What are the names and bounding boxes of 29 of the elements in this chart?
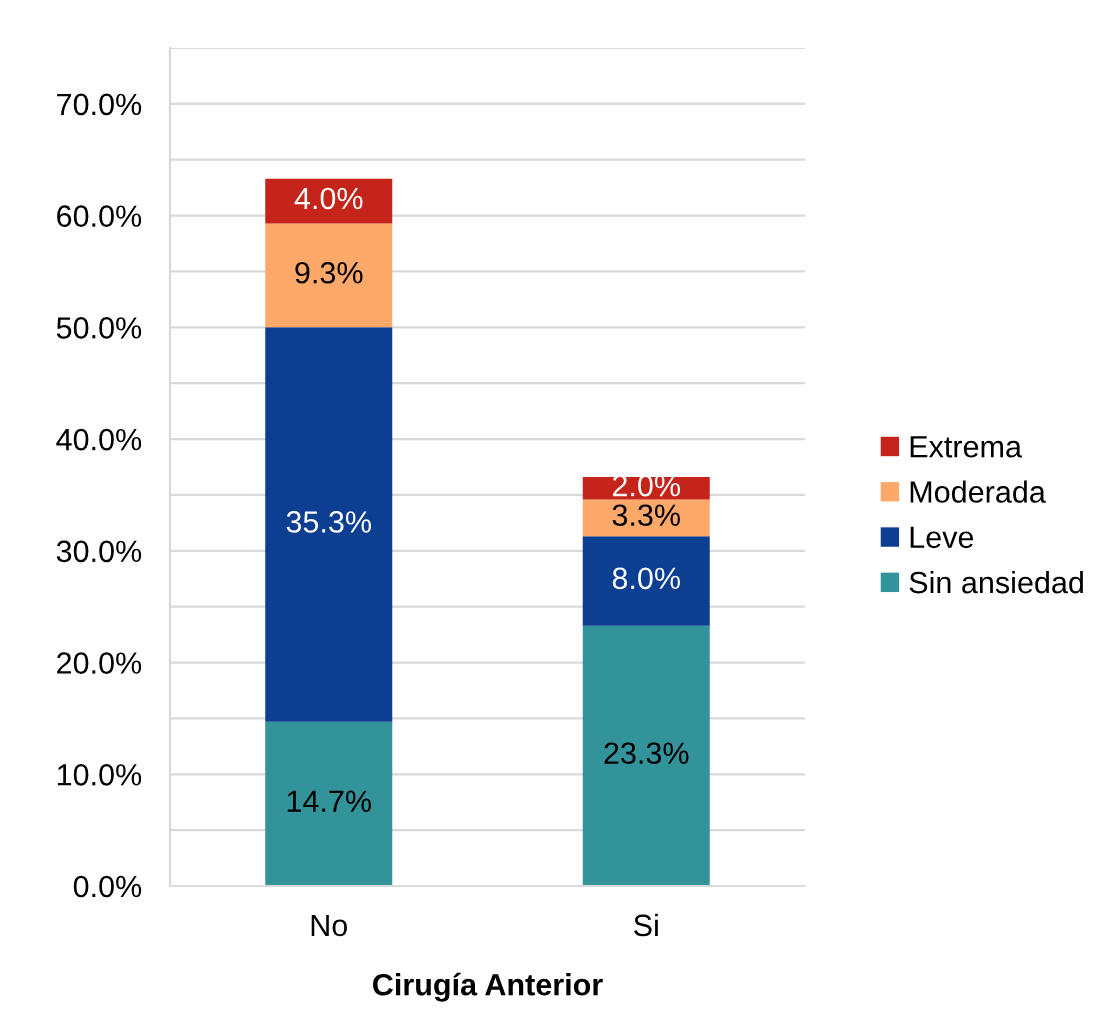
legend-label: Moderada xyxy=(910,480,1046,503)
x-tick-label: Si xyxy=(634,913,658,937)
legend-label: Leve xyxy=(910,526,974,549)
y-tick-label: 50.0% xyxy=(56,317,142,339)
data-label: 35.3% xyxy=(286,511,371,533)
bar xyxy=(265,223,393,328)
data-label: 14.7% xyxy=(287,790,371,812)
bar xyxy=(582,499,710,537)
bar xyxy=(265,327,393,722)
bar xyxy=(582,536,710,626)
data-label: 4.0% xyxy=(294,187,363,210)
y-tick-label: 20.0% xyxy=(57,652,142,674)
bar xyxy=(582,625,710,886)
data-label: 9.3% xyxy=(295,261,363,284)
legend-label: Sin ansiedad xyxy=(909,570,1083,594)
y-tick-label: 60.0% xyxy=(57,205,142,227)
y-tick-label: 10.0% xyxy=(57,764,142,786)
y-tick-label: 30.0% xyxy=(56,540,142,563)
x-axis-title: Cirugía Anterior xyxy=(373,972,603,1002)
x-tick-label: No xyxy=(311,914,347,937)
data-label: 3.3% xyxy=(612,504,680,527)
data-label: 23.3% xyxy=(604,742,689,765)
data-label: 8.0% xyxy=(612,567,680,590)
y-tick-label: 70.0% xyxy=(57,93,142,116)
legend-label: Extrema xyxy=(910,436,1022,458)
y-tick-label: 40.0% xyxy=(56,428,142,451)
y-tick-label: 0.0% xyxy=(73,875,142,898)
bar xyxy=(265,178,393,224)
bar xyxy=(265,721,393,886)
